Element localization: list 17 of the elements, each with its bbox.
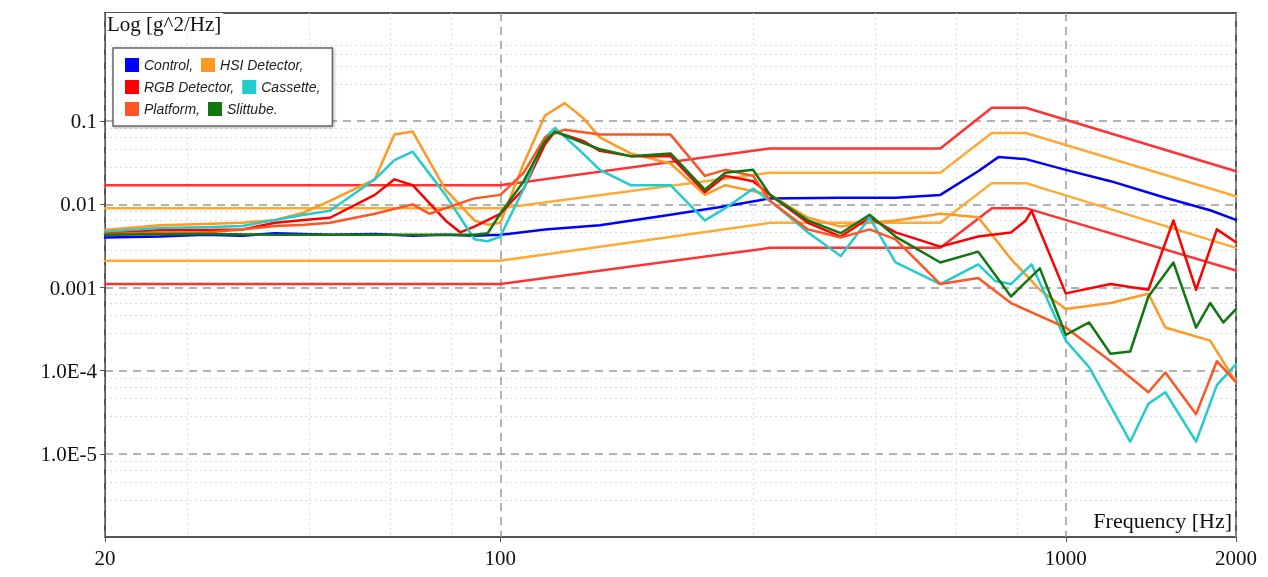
x-tick-label: 2000	[1215, 545, 1257, 570]
y-tick-label: 0.01	[60, 192, 97, 217]
legend-label: Platform,	[144, 101, 201, 117]
legend-label: RGB Detector,	[144, 79, 235, 95]
x-axis-title: Frequency [Hz]	[1093, 507, 1232, 533]
y-axis-title: Log [g^2/Hz]	[107, 11, 222, 36]
x-tick-label: 20	[94, 545, 116, 570]
legend-label: Slittube.	[227, 101, 278, 117]
legend-label: Control,	[144, 57, 194, 73]
y-tick-label: 0.1	[70, 109, 97, 134]
y-tick-label: 1.0E-4	[40, 358, 98, 383]
x-tick-label: 1000	[1044, 545, 1087, 570]
y-tick-label: 0.001	[49, 275, 97, 300]
x-tick-label: 100	[484, 545, 517, 570]
legend-label: Cassette,	[261, 79, 321, 95]
y-tick-label: 1.0E-5	[40, 441, 97, 466]
legend-label: HSI Detector,	[220, 57, 304, 73]
